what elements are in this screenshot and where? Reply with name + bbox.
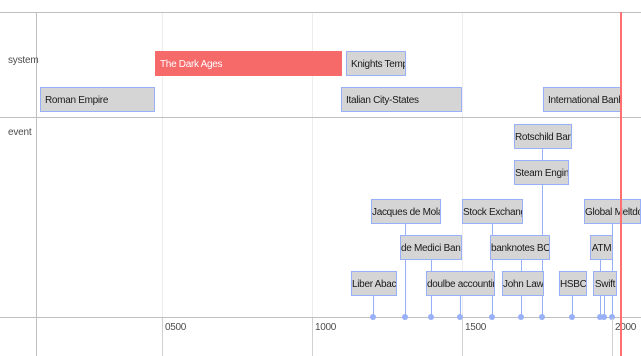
group-separator (0, 117, 641, 118)
axis-label-2000: 2000 (615, 322, 637, 333)
event-banknotes-boe[interactable]: banknotes BOE (490, 235, 550, 260)
event-stem (405, 220, 406, 316)
timeline-top-border (0, 12, 641, 13)
event-stem (542, 148, 543, 316)
event-john-law[interactable]: John Law (502, 271, 544, 296)
range-international-banks[interactable]: International Banks (543, 87, 622, 112)
event-stem (521, 292, 522, 316)
event-stem (604, 292, 605, 316)
event-de-medici-bank[interactable]: de Medici Bank (400, 235, 462, 260)
event-dot (370, 314, 376, 320)
event-steam-engine[interactable]: Steam Engine (514, 160, 569, 185)
axis-line (0, 317, 641, 318)
event-stock-exchange[interactable]: Stock Exchange (462, 199, 523, 224)
event-dot (539, 314, 545, 320)
event-dot (609, 314, 615, 320)
event-doulbe-accounting[interactable]: doulbe accounting (426, 271, 495, 296)
group-label-event: event (8, 127, 32, 138)
event-rotschild-bank[interactable]: Rotschild Bank (514, 124, 572, 149)
grid-line (162, 12, 163, 318)
range-knights-templar[interactable]: Knights Templar (346, 51, 406, 76)
axis-tick (462, 318, 463, 356)
event-stem (572, 292, 573, 316)
axis-label-1500: 1500 (465, 322, 487, 333)
event-dot (518, 314, 524, 320)
range-italian-city-states[interactable]: Italian City-States (341, 87, 462, 112)
event-stem (460, 292, 461, 316)
event-stem (612, 220, 613, 316)
event-liber-abaci[interactable]: Liber Abaci (351, 271, 397, 296)
grid-line (312, 12, 313, 318)
event-dot (402, 314, 408, 320)
event-dot (597, 314, 603, 320)
axis-tick (312, 318, 313, 356)
event-swift[interactable]: Swift (593, 271, 617, 296)
axis-tick (612, 318, 613, 356)
event-dot (569, 314, 575, 320)
axis-tick (162, 318, 163, 356)
group-label-system: system (8, 55, 39, 66)
axis-label-0500: 0500 (165, 322, 187, 333)
event-jacques-de-molay[interactable]: Jacques de Molay (371, 199, 441, 224)
grid-line (462, 12, 463, 318)
event-global-meltdown[interactable]: Global Meltdown (584, 199, 641, 224)
range-roman-empire[interactable]: Roman Empire (40, 87, 155, 112)
event-dot (428, 314, 434, 320)
axis-label-1000: 1000 (315, 322, 337, 333)
event-hsbc[interactable]: HSBC (559, 271, 587, 296)
event-atm[interactable]: ATM (590, 235, 613, 260)
event-stem (492, 220, 493, 316)
current-time-marker (620, 12, 622, 356)
range-dark-ages[interactable]: The Dark Ages (155, 51, 342, 76)
event-dot (601, 314, 607, 320)
label-panel-border (36, 12, 37, 356)
event-stem (373, 292, 374, 316)
event-dot (457, 314, 463, 320)
event-dot (489, 314, 495, 320)
